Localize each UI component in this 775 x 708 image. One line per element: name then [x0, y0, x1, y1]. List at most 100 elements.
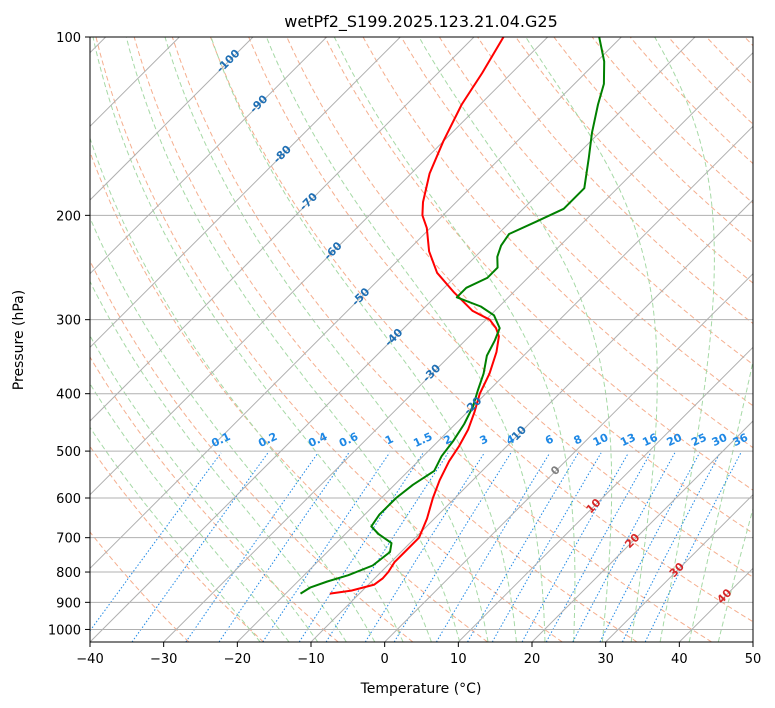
x-tick-label: −20 — [224, 652, 251, 667]
temperature-profile — [329, 37, 505, 595]
moist-adiabat — [418, 37, 613, 642]
dry-adiabat — [591, 37, 753, 204]
moist-adiabat — [90, 136, 404, 642]
x-axis-label: Temperature (°C) — [360, 681, 482, 697]
mixing-ratio-label: 20 — [665, 431, 685, 449]
isotherm-line — [457, 346, 753, 642]
mixing-ratio-line — [644, 452, 742, 642]
dry-adiabat — [400, 37, 753, 407]
moist-adiabat — [90, 382, 290, 642]
y-tick-label: 900 — [56, 596, 81, 611]
y-axis-ticks: 1000 900 800 700 600 500 400 300 200 100 — [48, 31, 90, 638]
mixing-ratio-label: 16 — [640, 431, 660, 449]
y-tick-label: 300 — [56, 314, 81, 329]
mixing-ratio-line — [435, 452, 551, 642]
chart-title: wetPf2_S199.2025.123.21.04.G25 — [284, 12, 558, 32]
y-tick-label: 500 — [56, 445, 81, 460]
moist-adiabat — [525, 37, 658, 642]
dry-adiabat — [90, 259, 414, 642]
moist-adiabat — [265, 37, 546, 642]
mixing-ratio-line — [131, 452, 269, 642]
isotherm-line — [90, 37, 254, 201]
moist-adiabat — [333, 37, 576, 642]
isotherm-line — [163, 51, 753, 642]
dewpoint-profile — [299, 37, 606, 595]
y-tick-label: 200 — [56, 209, 81, 224]
mixing-ratio-line — [491, 452, 602, 642]
moist-adiabat — [210, 37, 517, 642]
dry-adiabat — [553, 37, 753, 244]
x-tick-label: 50 — [745, 652, 762, 667]
dry-adiabat — [210, 37, 753, 623]
dry-adiabat — [477, 37, 753, 325]
isotherm-line — [310, 199, 753, 642]
y-tick-label: 600 — [56, 492, 81, 507]
isotherm-line — [236, 125, 753, 642]
moist-adiabat — [717, 507, 753, 642]
dry-adiabat — [286, 37, 753, 534]
isotherm-line — [605, 493, 753, 642]
y-tick-label: 400 — [56, 388, 81, 403]
x-tick-label: −10 — [297, 652, 324, 667]
sounding-profiles — [299, 37, 606, 595]
moist-adiabat — [90, 334, 319, 642]
mixing-ratio-label: 10 — [591, 431, 611, 449]
dry-adiabat — [248, 37, 753, 578]
moist-adiabat — [92, 37, 432, 642]
mixing-ratio-line — [467, 452, 579, 642]
y-tick-label: 800 — [56, 566, 81, 581]
mixing-ratio-line — [90, 452, 222, 632]
moist-adiabat — [654, 37, 715, 642]
y-tick-label: 100 — [56, 31, 81, 46]
moist-adiabat — [164, 37, 489, 642]
x-tick-label: 30 — [597, 652, 614, 667]
isotherm-line — [90, 37, 475, 422]
dry-adiabat — [324, 37, 753, 491]
isotherm-line — [90, 37, 328, 275]
moist-adiabat — [90, 280, 347, 642]
dry-adiabat — [438, 37, 753, 366]
x-axis-ticks: −40 −30 −20 −10 0 10 20 30 40 50 — [76, 642, 761, 667]
moist-adiabat — [90, 426, 261, 642]
moist-adiabat — [688, 358, 753, 642]
moist-adiabats — [90, 37, 753, 642]
x-tick-label: −40 — [76, 652, 103, 667]
mixing-ratio-label: 30 — [710, 431, 730, 449]
dry-adiabat — [95, 37, 563, 642]
x-tick-label: 20 — [524, 652, 541, 667]
mixing-ratio-line — [572, 452, 676, 642]
isotherm-line — [531, 420, 753, 642]
y-axis-label: Pressure (hPa) — [11, 290, 27, 390]
dry-adiabat — [133, 37, 638, 642]
mixing-ratio-label: 36 — [731, 431, 751, 449]
x-tick-label: 40 — [671, 652, 688, 667]
dry-adiabat — [90, 356, 339, 642]
mixing-ratio-label: 25 — [689, 431, 708, 449]
plot-frame — [89, 36, 754, 643]
isotherm-line — [752, 641, 753, 642]
isotherm-line — [384, 272, 753, 642]
mixing-ratio-line — [621, 452, 721, 642]
x-tick-label: −30 — [150, 652, 177, 667]
dry-adiabat — [171, 37, 712, 642]
dry-adiabat — [90, 531, 190, 642]
moist-adiabat — [90, 216, 376, 642]
plot-background: -100-90-80-70-60-50-40-30-20-10010203040… — [90, 37, 753, 642]
dry-adiabat — [90, 150, 488, 642]
y-tick-label: 700 — [56, 532, 81, 547]
pressure-gridlines — [90, 37, 753, 630]
mixing-ratio-line — [298, 452, 424, 642]
y-tick-label: 1000 — [48, 623, 81, 638]
mixing-ratio-line — [521, 452, 629, 642]
mixing-ratio-line — [262, 452, 390, 642]
skewed-isotherms — [90, 37, 753, 642]
isotherm-line — [90, 37, 696, 642]
moist-adiabat — [125, 37, 461, 642]
mixing-ratio-line — [599, 452, 700, 642]
isotherm-line — [90, 37, 549, 496]
isotherm-line — [90, 37, 622, 570]
mixing-ratio-line — [364, 452, 485, 642]
x-tick-label: 0 — [381, 652, 389, 667]
x-tick-label: 10 — [450, 652, 467, 667]
